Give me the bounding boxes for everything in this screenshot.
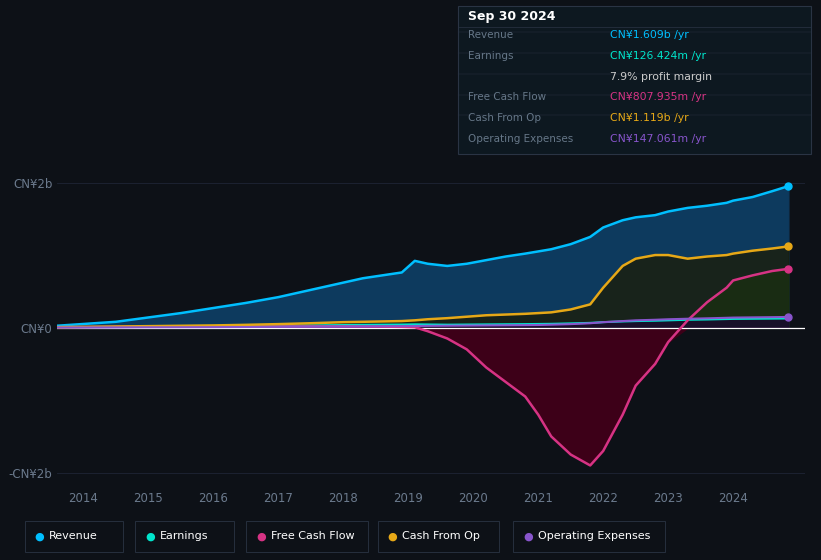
- Text: CN¥1.609b /yr: CN¥1.609b /yr: [610, 30, 689, 40]
- Text: ●: ●: [34, 531, 44, 541]
- Text: Earnings: Earnings: [468, 51, 513, 61]
- Text: CN¥1.119b /yr: CN¥1.119b /yr: [610, 113, 689, 123]
- Text: Cash From Op: Cash From Op: [468, 113, 541, 123]
- Text: ●: ●: [388, 531, 397, 541]
- Text: Operating Expenses: Operating Expenses: [468, 134, 573, 144]
- Text: Free Cash Flow: Free Cash Flow: [271, 531, 355, 541]
- Text: Revenue: Revenue: [49, 531, 98, 541]
- Text: Operating Expenses: Operating Expenses: [538, 531, 650, 541]
- Text: ●: ●: [523, 531, 533, 541]
- Text: Earnings: Earnings: [160, 531, 209, 541]
- Text: ●: ●: [256, 531, 266, 541]
- Text: 7.9% profit margin: 7.9% profit margin: [610, 72, 712, 82]
- Text: ●: ●: [145, 531, 155, 541]
- Text: Free Cash Flow: Free Cash Flow: [468, 92, 546, 102]
- Text: Revenue: Revenue: [468, 30, 513, 40]
- Text: CN¥126.424m /yr: CN¥126.424m /yr: [610, 51, 706, 61]
- Text: CN¥807.935m /yr: CN¥807.935m /yr: [610, 92, 706, 102]
- Text: CN¥147.061m /yr: CN¥147.061m /yr: [610, 134, 706, 144]
- Text: Cash From Op: Cash From Op: [402, 531, 480, 541]
- Text: Sep 30 2024: Sep 30 2024: [468, 10, 556, 23]
